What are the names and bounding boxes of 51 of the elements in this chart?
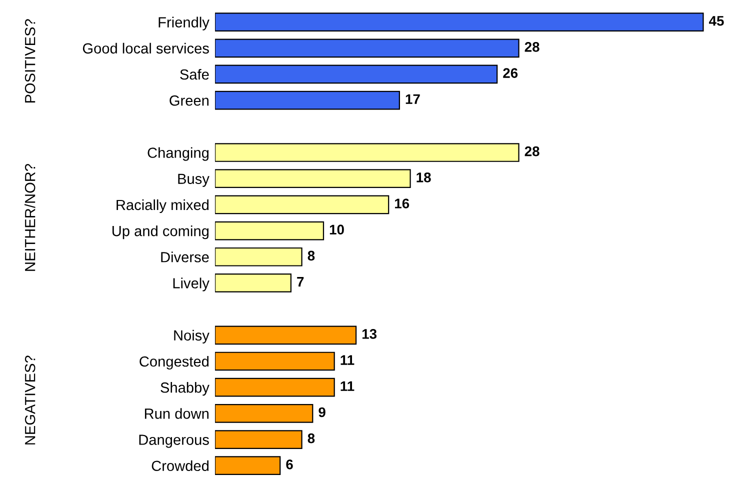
- y-tick-label: Up and coming: [112, 225, 209, 240]
- data-label: 11: [340, 355, 354, 365]
- data-label: 10: [330, 224, 344, 235]
- bar: [215, 378, 335, 397]
- data-label: 16: [395, 198, 410, 208]
- bar: [215, 352, 335, 371]
- data-label: 7: [297, 277, 304, 287]
- bar: [215, 38, 520, 58]
- data-label: 28: [524, 146, 540, 156]
- data-label: 11: [340, 381, 354, 391]
- y-tick-label: Shabby: [160, 382, 210, 396]
- y-tick-label: Lively: [173, 278, 210, 292]
- data-label: 45: [708, 16, 724, 26]
- bar: [215, 143, 520, 162]
- y-tick-label: Diverse: [161, 252, 209, 262]
- bar: [215, 326, 357, 345]
- y-tick-label: Green: [170, 95, 208, 106]
- bar: [215, 169, 411, 188]
- bar: [215, 404, 314, 423]
- data-label: 17: [406, 94, 420, 104]
- bar: [215, 430, 302, 449]
- y-tick-label: Safe: [180, 68, 209, 80]
- y-tick-label: Congested: [140, 356, 209, 370]
- text: NEGATIVES?: [24, 356, 36, 444]
- y-tick-label: Dangerous: [139, 434, 209, 448]
- data-label: 26: [503, 68, 518, 78]
- bar: [215, 64, 498, 84]
- y-tick-label: Good local services: [82, 42, 209, 54]
- data-label: 18: [416, 172, 431, 182]
- data-label: 8: [308, 433, 315, 444]
- y-tick-label: Noisy: [174, 330, 210, 344]
- y-tick-label: Friendly: [158, 16, 210, 30]
- bar: [215, 274, 292, 292]
- bar: [215, 90, 400, 110]
- bar: [215, 247, 302, 266]
- y-tick-label: Run down: [144, 408, 208, 419]
- text: POSITIVES?: [24, 19, 36, 103]
- y-tick-label: Busy: [178, 174, 210, 187]
- y-tick-label: Changing: [148, 147, 209, 161]
- text: NEITHER/NOR?: [24, 164, 36, 271]
- data-label: 28: [524, 42, 540, 52]
- y-tick-label: Racially mixed: [116, 199, 209, 213]
- y-tick-label: Crowded: [152, 460, 209, 472]
- bar: [215, 195, 390, 214]
- bar: [215, 221, 324, 240]
- data-label: 8: [308, 250, 315, 261]
- bar: [215, 12, 704, 32]
- data-label: 13: [362, 329, 377, 339]
- bar: [215, 456, 281, 476]
- data-label: 9: [318, 407, 326, 418]
- data-label: 6: [286, 460, 293, 470]
